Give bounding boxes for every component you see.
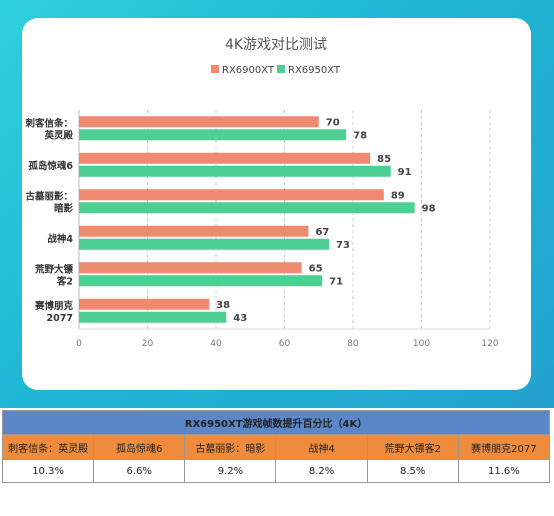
chart-title: 4K游戏对比测试 xyxy=(225,37,327,53)
y-tick-label: 刺客信条：英灵殿 xyxy=(24,117,73,141)
x-tick-label: 0 xyxy=(76,339,82,349)
table-header-cell: 古墓丽影：暗影 xyxy=(184,434,277,460)
x-tick-label: 40 xyxy=(210,339,222,349)
bar xyxy=(79,116,319,128)
y-tick-label: 古墓丽影：暗影 xyxy=(25,190,73,214)
bar-value-label: 85 xyxy=(377,154,391,165)
table-header-row: 刺客信条：英灵殿 孤岛惊魂6 古墓丽影：暗影 战神4 荒野大镖客2 赛博朋克20… xyxy=(1,434,551,460)
chart-card: 4K游戏对比测试 RX6900XT RX6950XT 刺客信条：英灵殿孤岛惊魂6 古… xyxy=(22,18,531,390)
table-header-cell: 刺客信条：英灵殿 xyxy=(1,434,95,460)
table-header-cell: 荒野大镖客2 xyxy=(366,434,459,460)
y-tick-label: 战神4 xyxy=(47,233,73,245)
bar xyxy=(79,129,347,141)
bar-value-label: 91 xyxy=(398,167,412,178)
bar xyxy=(79,189,384,201)
table-value-cell: 10.3% xyxy=(1,459,95,483)
bar-value-label: 89 xyxy=(391,190,405,201)
x-tick-label: 60 xyxy=(279,339,291,349)
x-tick-label: 100 xyxy=(413,339,430,349)
percent-table: RX6950XT游戏帧数提升百分比（4K） 刺客信条：英灵殿 孤岛惊魂6 古墓丽… xyxy=(1,410,551,483)
table-title: RX6950XT游戏帧数提升百分比（4K） xyxy=(2,410,550,435)
table-value-row: 10.3% 6.6% 9.2% 8.2% 8.5% 11.6% xyxy=(1,459,551,483)
x-tick-label: 120 xyxy=(481,339,498,349)
bar xyxy=(79,275,323,287)
table-header-cell: 战神4 xyxy=(275,434,368,460)
table-value-cell: 6.6% xyxy=(93,459,186,483)
bar xyxy=(79,238,330,250)
y-tick-label: 荒野大镖客2 xyxy=(34,263,74,287)
y-tick-label: 孤岛惊魂6 xyxy=(28,160,73,172)
bar xyxy=(79,262,302,274)
x-tick-label: 20 xyxy=(142,339,154,349)
bar xyxy=(79,311,227,323)
bar-value-label: 98 xyxy=(422,203,436,214)
bar-value-label: 38 xyxy=(216,300,230,311)
legend-label: RX6950XT xyxy=(288,65,341,76)
bar-value-label: 73 xyxy=(336,240,350,251)
legend-swatch xyxy=(211,65,219,73)
bar-value-label: 71 xyxy=(329,276,343,287)
table-header-cell: 孤岛惊魂6 xyxy=(93,434,186,460)
bar xyxy=(79,165,391,177)
percent-table-wrap: RX6950XT游戏帧数提升百分比（4K） 刺客信条：英灵殿 孤岛惊魂6 古墓丽… xyxy=(1,410,551,483)
bar-value-label: 43 xyxy=(233,313,247,324)
table-value-cell: 8.2% xyxy=(275,459,368,483)
table-header-cell: 赛博朋克2077 xyxy=(457,434,551,460)
chart-grid xyxy=(147,110,491,329)
table-value-cell: 11.6% xyxy=(457,459,551,483)
legend-swatch xyxy=(277,65,285,73)
bar xyxy=(79,298,210,310)
chart-legend: RX6900XT RX6950XT xyxy=(211,65,341,76)
bar-value-label: 67 xyxy=(315,227,329,238)
bar xyxy=(79,152,371,164)
bar xyxy=(79,202,415,214)
table-value-cell: 9.2% xyxy=(184,459,277,483)
bar-value-label: 65 xyxy=(309,263,323,274)
bar-value-label: 70 xyxy=(326,117,340,128)
bar-value-label: 78 xyxy=(353,130,367,141)
legend-label: RX6900XT xyxy=(222,65,275,76)
bar xyxy=(79,225,309,237)
x-axis: 0 20 40 60 80 100 120 xyxy=(76,328,499,349)
table-value-cell: 8.5% xyxy=(366,459,459,483)
x-tick-label: 80 xyxy=(347,339,359,349)
y-tick-label: 赛博朋克 2077 xyxy=(34,300,74,324)
